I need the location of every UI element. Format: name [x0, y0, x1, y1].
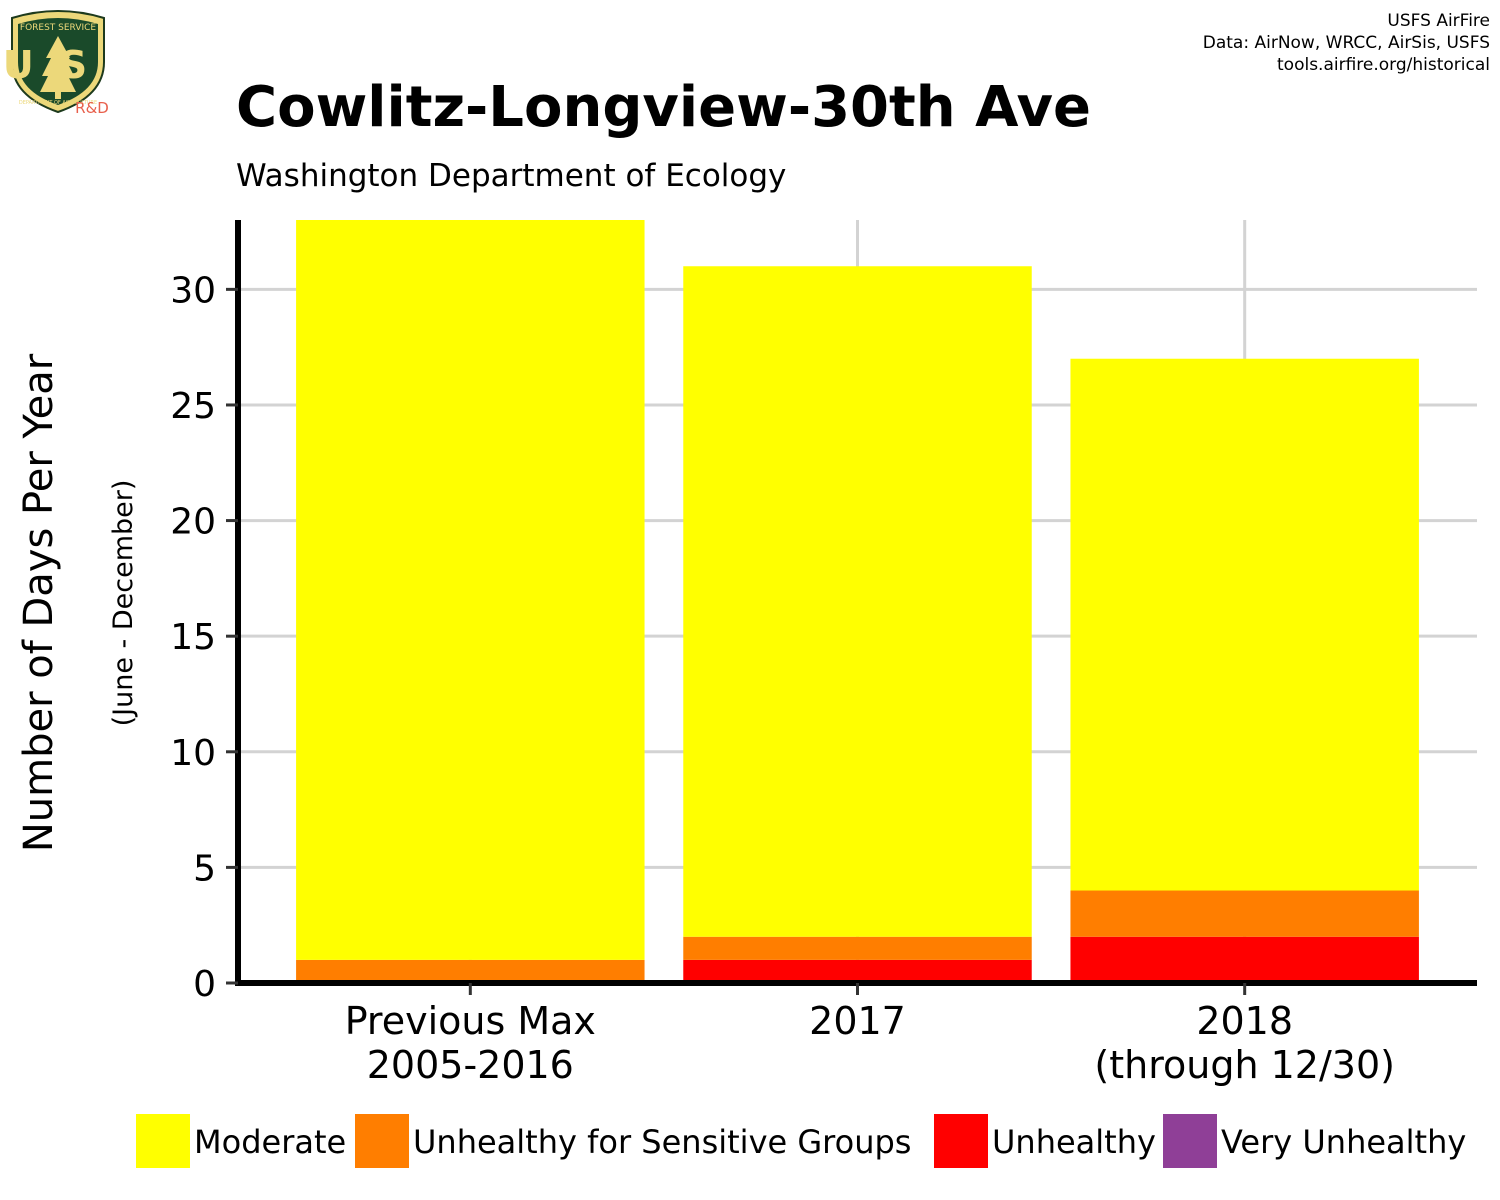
bar-segment	[683, 959, 1032, 983]
y-axis-sublabel: (June - December)	[108, 480, 139, 727]
y-tick-label: 5	[193, 848, 216, 889]
legend: Moderate Unhealthy for Sensitive Groups Un…	[136, 1114, 1466, 1168]
legend-label: Unhealthy	[992, 1123, 1156, 1161]
y-tick-label: 20	[170, 502, 216, 543]
logo-tag-text: R&D	[75, 99, 109, 117]
x-tick-label: 2005-2016	[367, 1043, 574, 1087]
y-tick-label: 30	[170, 270, 216, 311]
logo-bottom-text: DEPARTMENT OF AGRICULTURE	[19, 100, 97, 106]
bar-segment	[683, 266, 1032, 937]
logo-us-text: US	[3, 43, 113, 87]
x-tick-label: 2018	[1196, 999, 1293, 1043]
y-tick-label: 0	[193, 964, 216, 1005]
legend-swatch	[136, 1114, 190, 1168]
x-tick-label: Previous Max	[345, 999, 596, 1043]
legend-label: Moderate	[194, 1123, 346, 1161]
bar-segment	[1070, 936, 1419, 983]
legend-swatch	[355, 1114, 409, 1168]
y-axis-label: Number of Days Per Year	[16, 353, 62, 852]
logo-top-text: FOREST SERVICE	[20, 23, 97, 33]
forest-service-logo: FOREST SERVICE US DEPARTMENT OF AGRICULT…	[3, 10, 113, 117]
credit-line-3: tools.airfire.org/historical	[1277, 55, 1490, 75]
bar-segment	[1070, 890, 1419, 937]
bar-segment	[296, 959, 645, 983]
credit-line-2: Data: AirNow, WRCC, AirSis, USFS	[1203, 33, 1490, 53]
axes	[226, 220, 1477, 995]
legend-label: Unhealthy for Sensitive Groups	[413, 1123, 911, 1161]
y-tick-label: 25	[170, 386, 216, 427]
bar-segment	[683, 936, 1032, 960]
y-tick-label: 10	[170, 733, 216, 774]
bar-segment	[1070, 358, 1419, 891]
chart-title: Cowlitz-Longview-30th Ave	[236, 75, 1091, 140]
bars	[296, 220, 1419, 983]
legend-label: Very Unhealthy	[1221, 1123, 1466, 1161]
tree-trunk-icon	[55, 92, 61, 99]
legend-swatch	[1163, 1114, 1217, 1168]
x-tick-label: 2017	[809, 999, 906, 1043]
y-tick-labels: 0 5 10 15 20 25 30	[170, 270, 216, 1005]
credit-line-1: USFS AirFire	[1387, 11, 1490, 31]
legend-swatch	[934, 1114, 988, 1168]
chart-subtitle: Washington Department of Ecology	[236, 158, 786, 194]
x-tick-label: (through 12/30)	[1094, 1043, 1395, 1087]
bar-segment	[296, 220, 645, 960]
y-tick-label: 15	[170, 617, 216, 658]
tree-icon	[40, 36, 76, 92]
